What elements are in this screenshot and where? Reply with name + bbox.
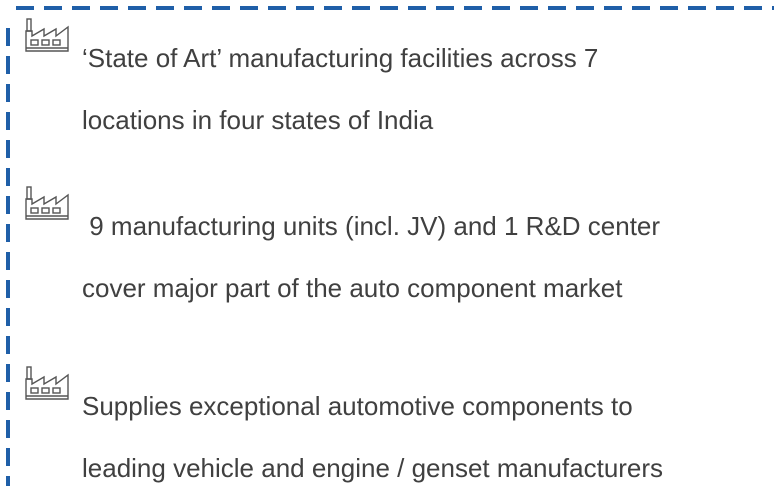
bullet-text: ‘State of Art’ manufacturing facilities … — [82, 43, 599, 73]
factory-icon — [25, 18, 69, 52]
bullet-text: Supplies exceptional automotive componen… — [82, 391, 633, 421]
bullet-text: leading vehicle and engine / genset manu… — [82, 453, 664, 483]
bullet-text: 9 manufacturing units (incl. JV) and 1 R… — [82, 211, 661, 241]
factory-icon — [25, 366, 69, 400]
factory-icon — [25, 186, 69, 220]
bullet-text: locations in four states of India — [82, 105, 434, 135]
bullet-text: cover major part of the auto component m… — [82, 273, 623, 303]
